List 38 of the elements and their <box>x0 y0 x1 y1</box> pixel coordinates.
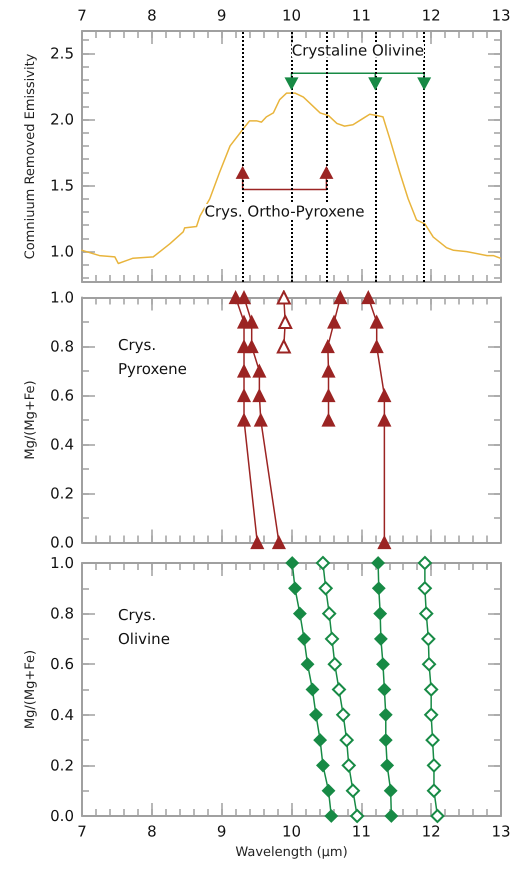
y-tick-label: 2.5 <box>50 44 74 62</box>
y-tick-label: 2.0 <box>50 110 74 129</box>
y-tick-label: 1.0 <box>50 242 74 261</box>
y-axis-title: Mg/(Mg+Fe) <box>23 650 38 730</box>
y-tick-label: 0.2 <box>50 756 74 774</box>
x-tick-label: 11 <box>352 6 371 24</box>
y-tick-label: 0.8 <box>50 604 74 623</box>
x-tick-label: 12 <box>422 822 441 840</box>
annotation: Crys. Pyroxene <box>118 336 187 378</box>
y-axis-title: Comniuum Removed Emissivity <box>23 53 38 260</box>
x-tick-label: 9 <box>216 6 226 24</box>
x-tick-label: 13 <box>491 822 511 840</box>
x-tick-label: 8 <box>147 6 157 24</box>
x-tick-label: 8 <box>147 822 157 840</box>
x-tick-label: 10 <box>282 822 302 840</box>
x-tick-label: 7 <box>77 822 87 840</box>
x-tick-label: 11 <box>352 822 371 840</box>
x-tick-label: 10 <box>282 6 302 24</box>
x-tick-label: 7 <box>77 6 87 24</box>
y-tick-label: 0.4 <box>50 436 74 454</box>
y-tick-label: 0.2 <box>50 484 74 502</box>
y-tick-label: 0.0 <box>50 807 74 825</box>
y-axis-title: Mg/(Mg+Fe) <box>23 380 38 460</box>
y-tick-label: 0.6 <box>50 655 74 674</box>
y-tick-label: 1.0 <box>50 554 74 572</box>
annotation: Crys. Olivine <box>118 606 170 648</box>
annotation: Crystaline Olivine <box>292 41 424 60</box>
y-tick-label: 0.4 <box>50 706 74 724</box>
y-tick-label: 1.0 <box>50 288 74 306</box>
x-tick-label: 12 <box>422 6 441 24</box>
x-axis-title: Wavelength (μm) <box>235 845 348 860</box>
annotation: Crys. Ortho-Pyroxene <box>204 202 364 221</box>
y-tick-label: 0.8 <box>50 338 74 356</box>
x-tick-label: 13 <box>491 6 511 24</box>
x-tick-label: 9 <box>216 822 226 840</box>
y-tick-label: 0.0 <box>50 534 74 552</box>
y-tick-label: 1.5 <box>50 176 74 195</box>
y-tick-label: 0.6 <box>50 386 74 404</box>
